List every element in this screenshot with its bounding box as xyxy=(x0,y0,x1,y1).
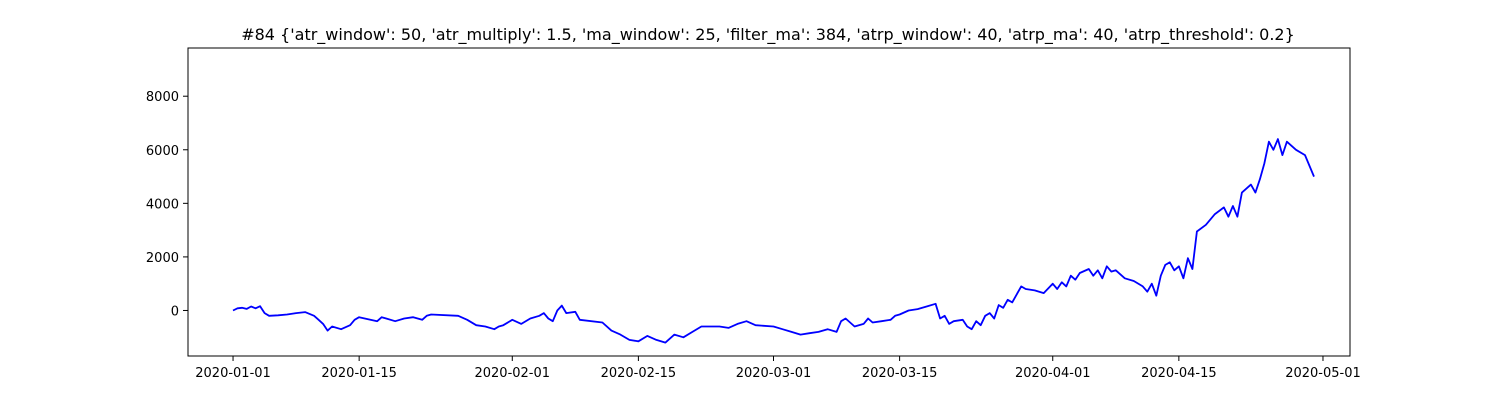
y-tick-label: 4000 xyxy=(146,197,179,212)
y-tick-label: 6000 xyxy=(146,144,179,159)
series-line-0 xyxy=(232,138,1315,344)
y-tick-label: 2000 xyxy=(146,251,179,266)
plot-area: 2020-01-01 2020-01-15 2020-02-01 2020-02-15… xyxy=(146,47,1361,381)
x-tick-label: 2020-04-15 xyxy=(1141,366,1217,381)
x-tick-label: 2020-04-01 xyxy=(1015,366,1091,381)
y-tick-label: 8000 xyxy=(146,90,179,105)
x-tick-label: 2020-01-15 xyxy=(321,366,397,381)
x-tick-label: 2020-02-01 xyxy=(474,366,550,381)
x-tick-label: 2020-03-01 xyxy=(736,366,812,381)
x-tick-label: 2020-05-01 xyxy=(1285,366,1361,381)
chart-title: #84 {'atr_window': 50, 'atr_multiply': 1… xyxy=(241,25,1295,45)
y-tick-label: 0 xyxy=(171,304,179,319)
axes-frame xyxy=(187,47,1351,357)
x-tick-label: 2020-01-01 xyxy=(195,366,271,381)
x-tick-label: 2020-02-15 xyxy=(601,366,677,381)
x-tick-label: 2020-03-15 xyxy=(862,366,938,381)
